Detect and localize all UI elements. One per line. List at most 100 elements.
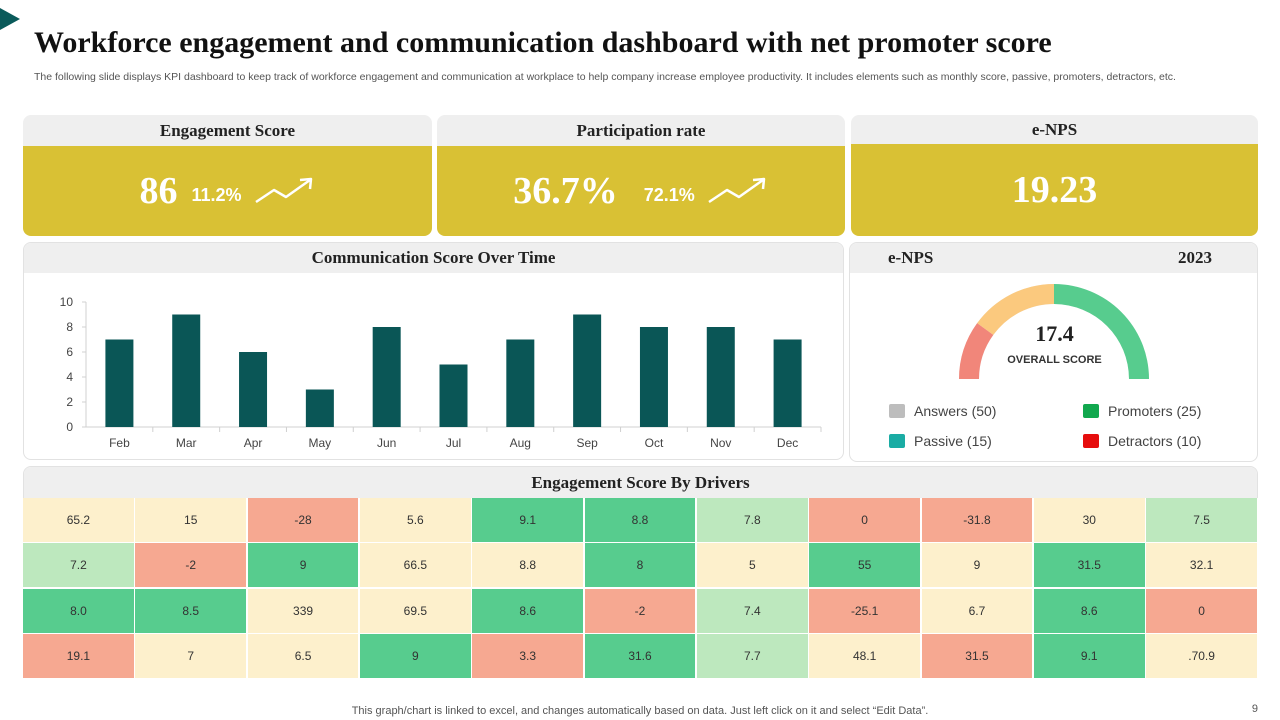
y-tick-label: 8 (66, 320, 73, 334)
x-tick-label: Feb (109, 436, 130, 450)
page-title: Workforce engagement and communication d… (34, 26, 1052, 59)
enps-label: e-NPS (851, 115, 1258, 144)
participation-rate-card: Participation rate 36.7% 72.1% (437, 115, 845, 236)
bar-jul (439, 364, 468, 427)
heatmap-cell: 7.8 (696, 498, 808, 542)
heatmap-cell: 15 (135, 498, 247, 542)
bar-oct (639, 327, 668, 427)
heatmap-cell: .70.9 (1146, 634, 1257, 678)
heatmap-cell: 7.2 (23, 543, 134, 588)
enps-card: e-NPS 19.23 (851, 115, 1258, 236)
enps-gauge-panel: e-NPS 2023 17.4 OVERALL SCORE Answers (5… (849, 242, 1258, 462)
trend-up-icon (254, 177, 312, 204)
heatmap-cell: 8.8 (472, 543, 584, 588)
x-tick-label: Mar (176, 436, 197, 450)
legend-label-answers: Answers (50) (914, 403, 997, 419)
heatmap-cell: 0 (1146, 588, 1257, 633)
bar-apr (239, 352, 268, 427)
legend-label-detractors: Detractors (10) (1108, 433, 1202, 449)
heatmap-cell: 6.7 (921, 588, 1033, 633)
heatmap-cell: 65.2 (23, 498, 134, 542)
y-tick-label: 6 (66, 345, 73, 359)
heatmap-cell: 55 (809, 543, 921, 588)
x-tick-label: May (309, 436, 332, 450)
bar-may (305, 389, 334, 427)
participation-rate-value: 36.7% (513, 170, 618, 212)
enps-gauge-value: 17.4 (1035, 321, 1074, 346)
heatmap-cell: 6.5 (247, 634, 359, 678)
legend-detractors: Detractors (10) (1083, 433, 1201, 449)
heatmap-cell: 66.5 (359, 543, 471, 588)
heatmap-cell: 9 (359, 634, 471, 678)
heatmap-cell: 69.5 (359, 588, 471, 633)
drivers-title: Engagement Score By Drivers (24, 467, 1257, 498)
enps-gauge-value-label: OVERALL SCORE (1007, 354, 1102, 366)
engagement-drivers-heatmap: 65.2 15 -28 5.6 9.1 8.8 7.8 0 -31.8 30 7.5 7.2 -2 9 66… (23, 498, 1257, 678)
heatmap-cell: 5 (696, 543, 808, 588)
communication-score-bar-chart: 0 2 4 6 8 10 Feb Mar Apr May Jun Jul Aug Sep Oct Nov Dec (60, 295, 822, 450)
heatmap-cell: 19.1 (23, 634, 134, 678)
heatmap-cell: 0 (809, 498, 921, 542)
x-tick-label: Jun (377, 436, 396, 450)
engagement-score-change: 11.2% (191, 184, 242, 205)
heatmap-cell: 8.5 (135, 588, 247, 633)
heatmap-cell: 8 (584, 543, 696, 588)
legend-label-passive: Passive (15) (914, 433, 992, 449)
enps-gauge (959, 284, 1149, 379)
communication-score-panel: Communication Score Over Time 0 2 4 6 8 10 Feb… (23, 242, 844, 460)
engagement-score-card: Engagement Score 86 11.2% (23, 115, 432, 236)
heatmap-cell: 9 (921, 543, 1033, 588)
y-tick-label: 0 (66, 420, 73, 434)
legend-passive: Passive (15) (889, 433, 992, 449)
x-tick-label: Aug (510, 436, 531, 450)
engagement-score-label: Engagement Score (23, 115, 432, 146)
enps-body: 19.23 (851, 144, 1258, 236)
enps-gauge-header: e-NPS 2023 (850, 243, 1257, 273)
enps-value: 19.23 (1011, 169, 1098, 211)
bar-aug (506, 339, 535, 427)
heatmap-cell: 7.4 (696, 588, 808, 633)
participation-rate-change: 72.1% (643, 184, 695, 205)
heatmap-cell: 7 (135, 634, 247, 678)
heatmap-cell: 30 (1033, 498, 1145, 542)
heatmap-cell: -28 (247, 498, 359, 542)
trend-up-icon (708, 177, 766, 204)
bar-sep (573, 314, 602, 427)
heatmap-cell: 8.0 (23, 588, 134, 633)
x-tick-label: Apr (244, 436, 263, 450)
communication-score-title: Communication Score Over Time (24, 243, 843, 273)
legend-answers: Answers (50) (889, 403, 996, 419)
legend-swatch-promoters (1083, 404, 1099, 418)
heatmap-cell: 8.6 (1033, 588, 1145, 633)
heatmap-cell: -2 (584, 588, 696, 633)
bar-nov (706, 327, 735, 427)
y-tick-label: 10 (60, 295, 74, 309)
footer-note: This graph/chart is linked to excel, and… (351, 705, 929, 717)
heatmap-cell: 9 (247, 543, 359, 588)
engagement-score-body: 86 11.2% (23, 146, 432, 236)
x-tick-label: Oct (645, 436, 664, 450)
heatmap-cell: 339 (247, 588, 359, 633)
bar-feb (105, 339, 134, 427)
heatmap-cell: -2 (135, 543, 247, 588)
x-tick-label: Nov (710, 436, 731, 450)
heatmap-cell: -25.1 (809, 588, 921, 633)
x-tick-label: Sep (576, 436, 598, 450)
gauge-segment-passive (977, 284, 1054, 335)
heatmap-cell: 3.3 (472, 634, 584, 678)
heatmap-cell: 31.5 (921, 634, 1033, 678)
heatmap-cell: 48.1 (809, 634, 921, 678)
x-tick-label: Jul (446, 436, 461, 450)
legend-swatch-detractors (1083, 434, 1099, 448)
legend-label-promoters: Promoters (25) (1108, 403, 1202, 419)
enps-gauge-title: e-NPS (888, 248, 934, 267)
heatmap-cell: -31.8 (921, 498, 1033, 542)
y-tick-label: 4 (66, 370, 73, 384)
heatmap-cell: 9.1 (472, 498, 584, 542)
heatmap-cell: 7.5 (1146, 498, 1257, 542)
legend-swatch-answers (889, 404, 905, 418)
legend-swatch-passive (889, 434, 905, 448)
drivers-panel: Engagement Score By Drivers (23, 466, 1258, 498)
heatmap-cell: 9.1 (1033, 634, 1145, 678)
heatmap-cell: 31.6 (584, 634, 696, 678)
